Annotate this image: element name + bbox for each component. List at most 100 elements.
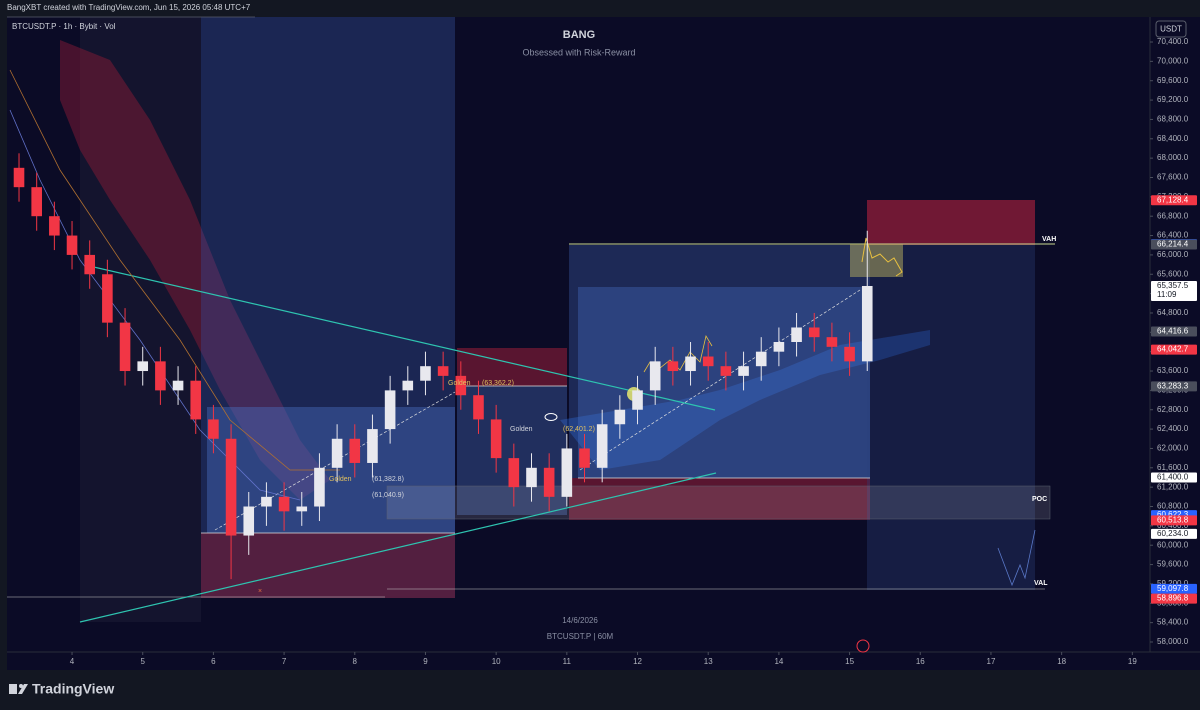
candle-body: [84, 254, 96, 275]
price-badge: [1151, 472, 1197, 483]
price-badge: [1151, 239, 1197, 250]
candle-body: [155, 361, 166, 391]
x-tick-label: 4: [70, 657, 75, 666]
y-tick-label: 64,800.0: [1157, 308, 1189, 317]
candle-body: [278, 496, 290, 512]
candle-body: [508, 458, 520, 488]
path-arrow: [997, 529, 1036, 587]
symbol-legend: BTCUSDT.P · 1h · Bybit · Vol: [12, 22, 116, 31]
candle-body: [543, 467, 555, 497]
y-tick-label: 59,200.0: [1157, 579, 1189, 588]
candle-body: [702, 356, 714, 367]
price-badge: [1151, 326, 1197, 337]
candle-body: [119, 322, 131, 372]
price-badge-label: 58,896.8: [1157, 594, 1189, 603]
candle-body: [49, 216, 60, 236]
poc-box: [386, 485, 1051, 520]
candle-body: [755, 351, 767, 367]
x-tick-label: 16: [916, 657, 925, 666]
y-tick-label: 62,800.0: [1157, 405, 1189, 414]
y-tick-label: 61,600.0: [1157, 463, 1189, 472]
price-badge-label: 61,400.0: [1157, 473, 1189, 482]
price-badge: [1151, 195, 1197, 206]
zone-label: POC: [1032, 496, 1047, 503]
price-badge: [1151, 344, 1197, 355]
candle-body: [66, 235, 78, 255]
target-box: [578, 287, 870, 478]
logo-part: [9, 684, 17, 694]
y-tick-label: 67,600.0: [1157, 173, 1189, 182]
candle-body: [685, 356, 696, 372]
y-tick-label: 66,800.0: [1157, 211, 1189, 220]
price-badge-label: 64,042.7: [1157, 345, 1189, 354]
fib-line: [214, 391, 456, 531]
y-tick-label: 68,400.0: [1157, 134, 1189, 143]
candle-body: [791, 327, 802, 342]
price-badge-label: 63,283.3: [1157, 381, 1189, 390]
x-tick-label: 12: [633, 657, 642, 666]
x-tick-label: 9: [423, 657, 428, 666]
candle-body: [243, 506, 255, 536]
target-box: [867, 245, 1035, 590]
candle-body: [190, 380, 202, 420]
x-tick-label: 10: [492, 657, 501, 666]
candle-body: [137, 361, 149, 372]
candle-body: [296, 506, 308, 512]
eye-icon: [544, 413, 558, 421]
zone-label: VAH: [1042, 236, 1056, 243]
chart-footer: BTCUSDT.P | 60M: [547, 632, 614, 641]
annotation: Golden: [329, 476, 352, 483]
price-badge: [1151, 381, 1197, 392]
y-tick-label: 65,600.0: [1157, 269, 1189, 278]
candle-body: [314, 467, 325, 507]
x-tick-label: 13: [704, 657, 713, 666]
candle-body: [738, 366, 749, 376]
candle-body: [649, 361, 661, 391]
cloud: [560, 330, 930, 470]
candle-body: [632, 390, 643, 410]
x-tick-label: 7: [282, 657, 287, 666]
trend-line: [84, 264, 716, 411]
y-tick-label: 66,400.0: [1157, 231, 1189, 240]
candle-body: [826, 337, 838, 347]
logo-part: [18, 684, 28, 694]
event-icon: [856, 639, 870, 653]
y-tick-label: 60,000.0: [1157, 540, 1189, 549]
candle-body: [861, 285, 873, 362]
currency-box[interactable]: [1155, 20, 1187, 38]
time-axis: [7, 652, 1200, 670]
y-tick-label: 69,600.0: [1157, 76, 1189, 85]
candle-body: [402, 380, 414, 391]
price-badge: [1151, 593, 1197, 604]
target-box: [569, 245, 870, 478]
y-tick-label: 58,400.0: [1157, 618, 1189, 627]
price-badge-label: 60,513.8: [1157, 515, 1189, 524]
candle-body: [720, 366, 732, 376]
marker-x: ×: [258, 588, 262, 595]
candle-body: [367, 429, 378, 463]
price-badge-label: 65,357.5: [1157, 281, 1189, 290]
range-box: [201, 17, 455, 598]
date-label: 14/6/2026: [562, 616, 598, 625]
stop-box: [867, 200, 1035, 245]
y-tick-label: 60,800.0: [1157, 502, 1189, 511]
x-tick-label: 17: [987, 657, 996, 666]
x-tick-label: 18: [1057, 657, 1066, 666]
candle-body: [172, 380, 184, 391]
candle-body: [579, 448, 590, 468]
candle-body: [561, 448, 573, 497]
candle-body: [13, 167, 25, 188]
x-tick-label: 8: [353, 657, 358, 666]
annotation: (61,040.9): [372, 492, 404, 499]
chart-title: BANG: [563, 29, 595, 41]
logo-part: [19, 684, 23, 688]
stop-box: [569, 478, 870, 520]
annotation: (61,382.8): [372, 476, 404, 483]
highlight-box: [850, 244, 903, 277]
annotation: Golden: [448, 380, 471, 387]
candle-body: [490, 419, 502, 459]
candle-body: [667, 361, 679, 372]
currency[interactable]: USDT: [1160, 25, 1182, 34]
x-tick-label: 6: [211, 657, 216, 666]
price-badge-label: 60,234.0: [1157, 529, 1189, 538]
